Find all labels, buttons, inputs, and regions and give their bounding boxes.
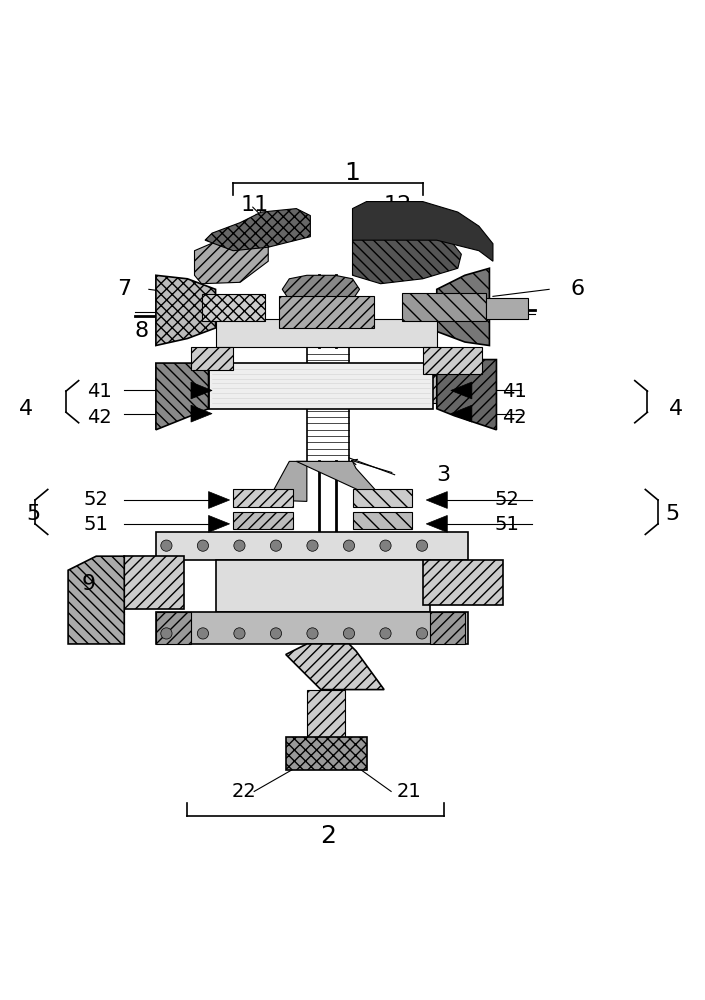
Circle shape — [307, 540, 318, 551]
Text: 22: 22 — [231, 782, 256, 801]
Circle shape — [270, 540, 281, 551]
Text: 7: 7 — [117, 279, 131, 299]
Circle shape — [380, 628, 391, 639]
Polygon shape — [286, 644, 384, 690]
Text: 11: 11 — [240, 195, 269, 215]
Bar — [402, 293, 486, 321]
Text: 4: 4 — [668, 399, 682, 419]
Circle shape — [417, 540, 428, 551]
Text: 2: 2 — [320, 824, 336, 848]
Text: 41: 41 — [87, 382, 112, 401]
Text: 9: 9 — [82, 574, 96, 594]
Polygon shape — [450, 405, 472, 422]
Bar — [409, 375, 437, 403]
Circle shape — [307, 628, 318, 639]
Text: 42: 42 — [502, 408, 527, 427]
Circle shape — [380, 540, 391, 551]
Polygon shape — [427, 515, 447, 532]
Text: 8: 8 — [135, 321, 149, 341]
Polygon shape — [296, 461, 388, 504]
Bar — [209, 363, 434, 409]
Bar — [307, 690, 345, 739]
Polygon shape — [156, 275, 216, 346]
Bar — [430, 612, 465, 644]
Bar — [216, 319, 437, 347]
Bar — [212, 375, 240, 403]
Bar — [352, 512, 412, 529]
Polygon shape — [195, 233, 268, 284]
Text: 12: 12 — [384, 195, 412, 215]
Bar — [156, 532, 468, 560]
Bar — [486, 298, 528, 319]
Polygon shape — [352, 230, 461, 284]
Text: 51: 51 — [494, 515, 520, 534]
Circle shape — [270, 628, 281, 639]
Polygon shape — [437, 360, 496, 430]
Text: 51: 51 — [84, 515, 109, 534]
Circle shape — [343, 628, 355, 639]
Circle shape — [197, 540, 209, 551]
Text: 3: 3 — [436, 465, 451, 485]
Bar — [423, 560, 503, 605]
Text: 21: 21 — [396, 782, 421, 801]
Text: 52: 52 — [494, 490, 520, 509]
Circle shape — [234, 628, 245, 639]
Bar — [191, 347, 233, 370]
Circle shape — [234, 540, 245, 551]
Polygon shape — [268, 461, 307, 501]
Polygon shape — [191, 382, 212, 399]
Bar — [233, 512, 293, 529]
Polygon shape — [156, 363, 209, 430]
Polygon shape — [427, 492, 447, 508]
Text: 41: 41 — [502, 382, 527, 401]
Polygon shape — [205, 209, 310, 251]
Bar — [156, 612, 191, 644]
Polygon shape — [68, 556, 124, 644]
Polygon shape — [209, 492, 230, 508]
Bar — [278, 296, 374, 328]
Bar — [156, 612, 468, 644]
Text: 6: 6 — [570, 279, 584, 299]
Text: 5: 5 — [665, 504, 679, 524]
Text: 1: 1 — [345, 161, 360, 185]
Polygon shape — [191, 405, 212, 422]
Bar — [124, 556, 184, 609]
Bar — [423, 347, 482, 374]
Polygon shape — [282, 275, 360, 300]
Bar — [233, 489, 293, 507]
Bar — [352, 489, 412, 507]
Circle shape — [161, 628, 172, 639]
Circle shape — [417, 628, 428, 639]
Text: 4: 4 — [19, 399, 33, 419]
Polygon shape — [450, 382, 472, 399]
Text: 42: 42 — [87, 408, 112, 427]
Polygon shape — [352, 202, 493, 261]
Circle shape — [161, 540, 172, 551]
Text: 5: 5 — [26, 504, 40, 524]
Circle shape — [343, 540, 355, 551]
Bar — [286, 737, 367, 770]
Text: 52: 52 — [84, 490, 109, 509]
Bar — [216, 560, 430, 612]
Bar — [202, 294, 264, 321]
Polygon shape — [209, 515, 230, 532]
Polygon shape — [437, 268, 489, 346]
Circle shape — [197, 628, 209, 639]
